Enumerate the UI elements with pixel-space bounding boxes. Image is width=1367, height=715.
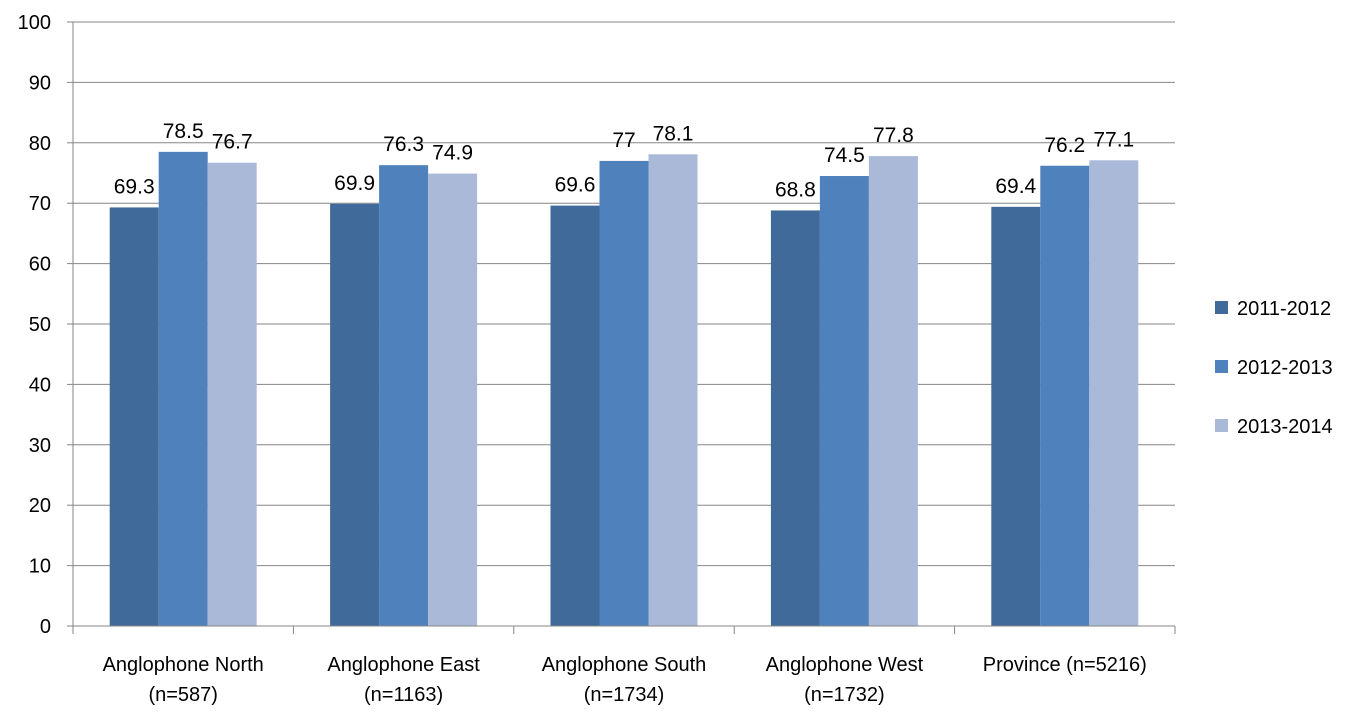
x-axis-categories: Anglophone North (n=587) Anglophone East (n… (103, 654, 1147, 706)
y-tick-label: 90 (29, 72, 51, 94)
data-label: 77 (612, 129, 635, 152)
legend-label: 2013-2014 (1237, 416, 1333, 438)
legend-swatch (1215, 301, 1228, 314)
bar (379, 165, 429, 626)
data-label: 76.3 (383, 133, 424, 156)
bar (109, 207, 159, 627)
data-label: 78.5 (163, 120, 204, 143)
axes (67, 21, 1176, 634)
data-label: 68.8 (775, 178, 816, 201)
data-label: 69.4 (995, 175, 1036, 198)
category-label: Anglophone South (542, 654, 707, 676)
category-label: (n=1732) (804, 684, 885, 706)
y-tick-label: 20 (29, 495, 51, 517)
data-label: 76.2 (1044, 134, 1085, 157)
data-label: 77.8 (873, 124, 914, 147)
y-tick-label: 10 (29, 556, 51, 578)
bar (1040, 165, 1090, 626)
bar (991, 206, 1041, 626)
data-label: 69.9 (334, 172, 375, 195)
y-tick-label: 0 (40, 616, 51, 638)
y-tick-label: 100 (18, 12, 51, 34)
legend-label: 2012-2013 (1237, 357, 1333, 379)
data-label: 69.6 (555, 174, 596, 197)
legend-label: 2011-2012 (1237, 298, 1331, 320)
bar (1089, 160, 1139, 627)
data-label: 74.9 (432, 142, 473, 165)
category-label: (n=1163) (364, 684, 443, 706)
bar (207, 162, 257, 626)
category-label: Anglophone West (766, 654, 924, 676)
bar (330, 203, 380, 626)
category-label: Anglophone North (103, 654, 264, 676)
legend-swatch (1215, 419, 1228, 432)
data-label: 76.7 (212, 131, 253, 154)
data-label: 74.5 (824, 144, 865, 167)
bar (428, 173, 478, 626)
data-label: 77.1 (1093, 128, 1134, 151)
category-label: Province (n=5216) (983, 654, 1147, 676)
category-label: (n=1734) (584, 684, 665, 706)
y-tick-label: 40 (29, 374, 51, 396)
y-tick-label: 60 (29, 254, 51, 276)
bar (158, 151, 208, 627)
data-label: 69.3 (114, 175, 155, 198)
bar (819, 176, 869, 626)
legend-swatch (1215, 360, 1228, 373)
data-labels: 69.3 78.5 76.7 69.9 76.3 74.9 69.6 77 78.1 68.8 74… (114, 120, 1134, 202)
bar (599, 160, 649, 627)
data-label: 78.1 (653, 122, 694, 145)
bar (868, 156, 918, 626)
y-tick-label: 80 (29, 133, 51, 155)
bar (770, 210, 820, 626)
y-tick-label: 50 (29, 314, 51, 336)
bar (550, 205, 600, 626)
y-tick-label: 70 (29, 193, 51, 215)
category-label: (n=587) (148, 684, 218, 706)
y-tick-label: 30 (29, 435, 51, 457)
y-axis-ticks: 0 10 20 30 40 50 60 70 80 90 100 (18, 12, 51, 638)
category-label: Anglophone East (327, 654, 480, 676)
legend: 2011-2012 2012-2013 2013-2014 (1215, 298, 1333, 438)
bars (109, 151, 1139, 627)
bar (648, 154, 698, 626)
